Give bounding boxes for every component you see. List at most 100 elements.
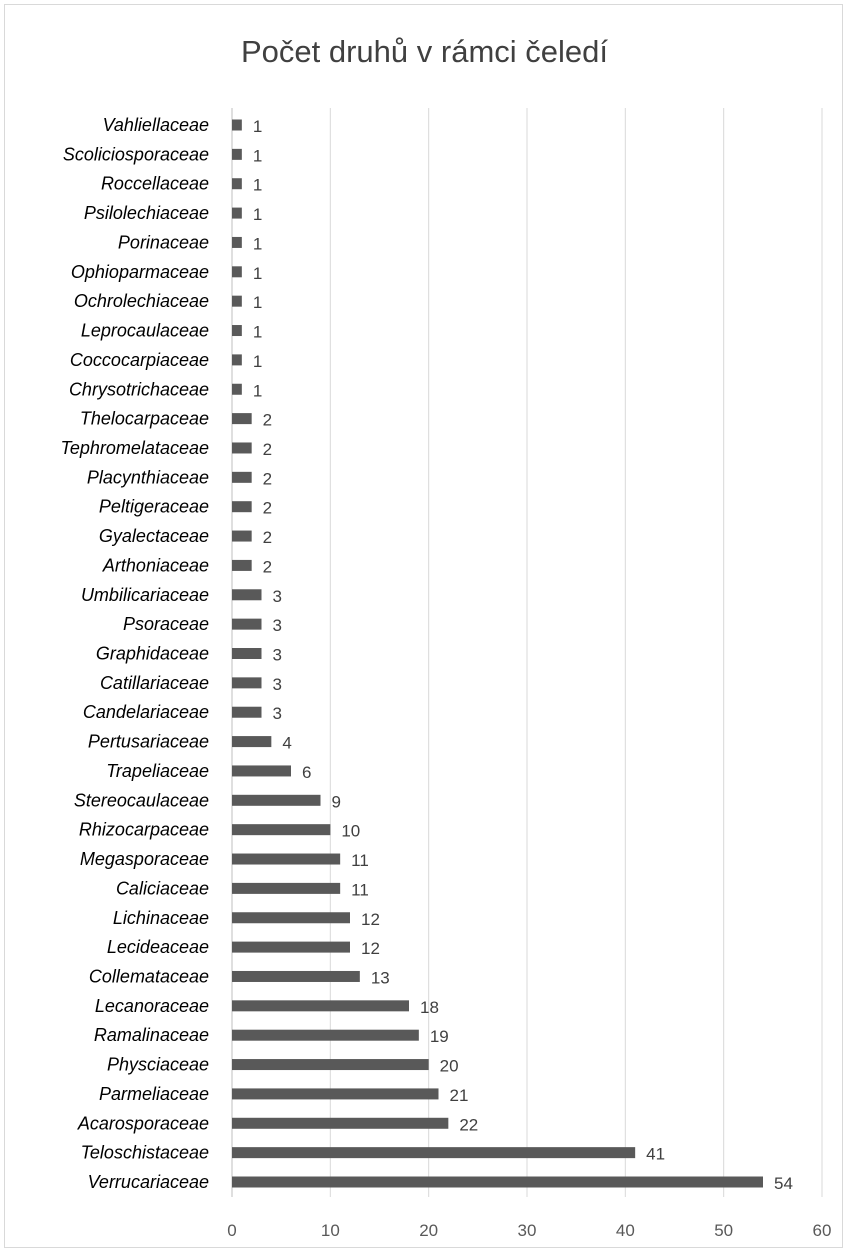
bar (232, 559, 252, 571)
data-label: 19 (430, 1027, 449, 1046)
category-label: Catillariaceae (100, 673, 209, 693)
bar (232, 383, 242, 395)
bar (232, 853, 341, 865)
bar (232, 941, 350, 953)
bar (232, 589, 262, 601)
category-label: Coccocarpiaceae (70, 350, 209, 370)
bar (232, 295, 242, 307)
category-label: Thelocarpaceae (80, 409, 209, 429)
category-label: Ramalinaceae (94, 1025, 209, 1045)
category-label: Chrysotrichaceae (69, 379, 209, 399)
bar (232, 1088, 439, 1100)
data-label: 9 (332, 792, 341, 811)
category-label: Scoliciosporaceae (63, 144, 209, 164)
bar (232, 471, 252, 483)
bar (232, 1176, 763, 1188)
category-label: Lecideaceae (107, 937, 209, 957)
bar (232, 207, 242, 219)
bar (232, 266, 242, 278)
data-label: 3 (273, 587, 282, 606)
category-label: Graphidaceae (96, 644, 209, 664)
category-label: Lichinaceae (113, 908, 209, 928)
x-tick-label: 10 (321, 1221, 340, 1240)
bar (232, 1000, 409, 1012)
data-label: 11 (351, 851, 369, 870)
data-label: 11 (351, 880, 369, 899)
x-tick-label: 0 (227, 1221, 236, 1240)
bar (232, 354, 242, 366)
data-label: 1 (253, 176, 262, 195)
data-labels: 1111111111222222333334691011111212131819… (253, 117, 793, 1193)
data-label: 22 (459, 1115, 478, 1134)
category-label: Peltigeraceae (99, 497, 209, 517)
category-label: Leprocaulaceae (81, 321, 209, 341)
category-label: Pertusariaceae (88, 732, 209, 752)
category-label: Umbilicariaceae (81, 585, 209, 605)
bar (232, 648, 262, 659)
bar (232, 677, 262, 689)
bar (232, 501, 252, 513)
x-tick-label: 40 (616, 1221, 635, 1240)
data-label: 1 (253, 293, 262, 312)
bar (232, 1029, 419, 1041)
data-label: 6 (302, 763, 311, 782)
data-label: 4 (282, 734, 291, 753)
bar (232, 442, 252, 454)
x-tick-label: 60 (813, 1221, 832, 1240)
category-label: Ophioparmaceae (71, 262, 209, 282)
chart-frame (4, 4, 843, 1248)
data-label: 10 (341, 822, 360, 841)
category-label: Stereocaulaceae (74, 790, 209, 810)
bar (232, 119, 242, 131)
category-label: Roccellaceae (101, 174, 209, 194)
data-label: 3 (273, 616, 282, 635)
bar (232, 618, 262, 630)
bar (232, 236, 242, 248)
category-label: Vahliellaceae (103, 115, 209, 135)
bars (232, 119, 763, 1188)
x-tick-label: 50 (714, 1221, 733, 1240)
data-label: 12 (361, 910, 380, 929)
data-label: 1 (253, 381, 262, 400)
data-label: 1 (253, 323, 262, 342)
category-label: Rhizocarpaceae (79, 820, 209, 840)
x-axis-ticks: 0 10 20 30 40 50 60 (227, 1221, 831, 1240)
data-label: 3 (273, 646, 282, 665)
data-label: 2 (263, 440, 272, 459)
category-label: Acarosporaceae (77, 1113, 209, 1133)
category-label: Psilolechiaceae (84, 203, 209, 223)
bar (232, 912, 350, 924)
data-label: 2 (263, 411, 272, 430)
bar (232, 1117, 449, 1129)
data-label: 1 (253, 117, 262, 136)
bar (232, 148, 242, 160)
chart-title: Počet druhů v rámci čeledí (240, 34, 608, 69)
category-label: Verrucariaceae (88, 1172, 209, 1192)
bar (232, 530, 252, 542)
category-label: Megasporaceae (80, 849, 209, 869)
category-label: Caliciaceae (116, 878, 209, 898)
data-label: 2 (263, 469, 272, 488)
bar (232, 970, 360, 982)
category-label: Parmeliaceae (99, 1084, 209, 1104)
category-label: Tephromelataceae (61, 438, 209, 458)
x-tick-label: 20 (419, 1221, 438, 1240)
bar (232, 1059, 429, 1071)
data-label: 3 (273, 675, 282, 694)
data-label: 2 (263, 499, 272, 518)
data-label: 21 (450, 1086, 469, 1105)
data-label: 13 (371, 968, 390, 987)
bar (232, 794, 321, 806)
data-label: 1 (253, 264, 262, 283)
data-label: 1 (253, 234, 262, 253)
data-label: 3 (273, 704, 282, 723)
category-label: Physciaceae (107, 1055, 209, 1075)
bar (232, 765, 291, 777)
bar (232, 325, 242, 337)
data-label: 1 (253, 205, 262, 224)
data-label: 12 (361, 939, 380, 958)
data-label: 54 (774, 1174, 793, 1193)
category-label: Psoraceae (123, 614, 209, 634)
data-label: 1 (253, 352, 262, 371)
